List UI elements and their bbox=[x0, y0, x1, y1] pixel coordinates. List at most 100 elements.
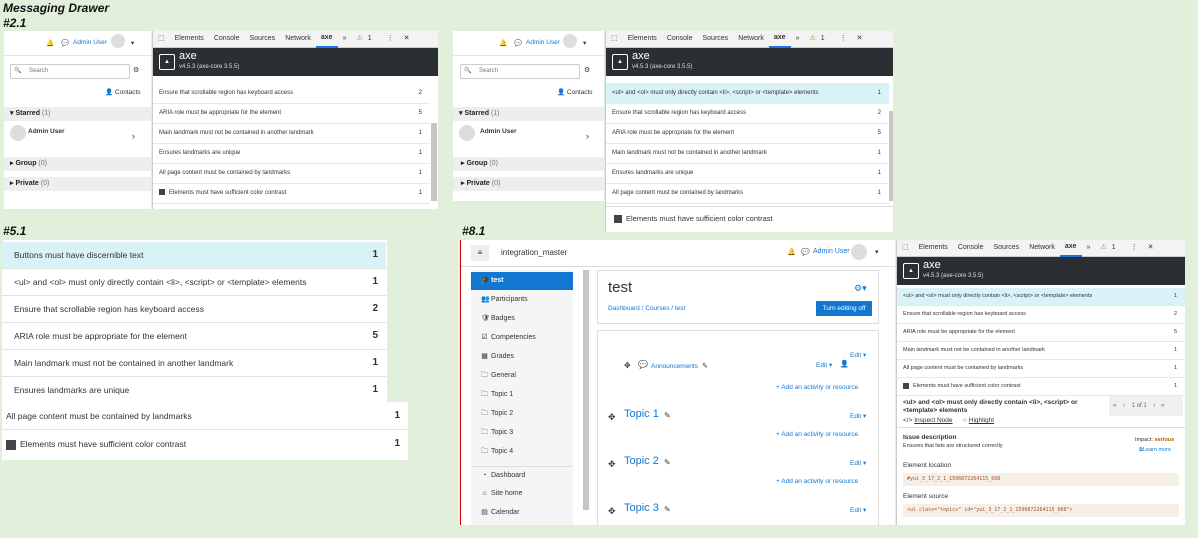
issue-row[interactable]: ARIA role must be appropriate for the el… bbox=[153, 103, 430, 124]
issue-row[interactable]: Elements must have sufficient color cont… bbox=[153, 183, 430, 204]
add-activity-link[interactable]: + Add an activity or resource bbox=[776, 384, 859, 391]
nav-item-topic-4[interactable]: 🗀 Topic 4 bbox=[471, 443, 573, 461]
issue-row[interactable]: Main landmark must not be contained in a… bbox=[153, 123, 430, 144]
pencil-icon[interactable]: ✎ bbox=[664, 505, 671, 514]
nav-item-participants[interactable]: 👥Participants bbox=[471, 291, 573, 309]
issue-row[interactable]: ARIA role must be appropriate for the el… bbox=[606, 123, 889, 144]
scrollbar[interactable] bbox=[431, 123, 437, 201]
topic-title[interactable]: Topic 2 bbox=[624, 455, 659, 467]
tab-network[interactable]: Network bbox=[738, 35, 764, 42]
nav-item-calendar[interactable]: ▤ Calendar bbox=[471, 504, 573, 522]
tab-console[interactable]: Console bbox=[213, 35, 240, 42]
menu-icon[interactable]: ≡ bbox=[471, 245, 489, 261]
edit-menu[interactable]: Edit ▾ bbox=[816, 362, 833, 369]
close-icon[interactable]: ✕ bbox=[1147, 244, 1154, 251]
nav-item-dashboard[interactable]: ◔ Dashboard bbox=[471, 466, 573, 484]
user-name[interactable]: Admin User bbox=[73, 39, 107, 46]
nav-item-site-home[interactable]: ⌂ Site home bbox=[471, 485, 573, 503]
issue-row[interactable]: All page content must be contained by la… bbox=[2, 403, 408, 430]
prev-page-icon[interactable]: ‹ bbox=[1123, 403, 1126, 409]
tab-elements[interactable]: Elements bbox=[918, 244, 948, 251]
issue-row[interactable]: Ensure that scrollable region has keyboa… bbox=[2, 296, 386, 323]
bell-icon[interactable]: 🔔 bbox=[46, 40, 55, 47]
close-icon[interactable]: ✕ bbox=[403, 35, 410, 42]
nav-item-course[interactable]: 🎓test bbox=[471, 272, 573, 290]
chevron-right-icon[interactable]: › bbox=[586, 131, 589, 141]
move-icon[interactable]: ✥ bbox=[608, 412, 616, 422]
starred-user[interactable]: Admin User bbox=[480, 128, 517, 135]
tab-console[interactable]: Console bbox=[957, 244, 984, 251]
next-page-icon[interactable]: › bbox=[1153, 403, 1156, 409]
issue-row[interactable]: Ensure that scrollable region has keyboa… bbox=[606, 103, 889, 124]
move-icon[interactable]: ✥ bbox=[608, 506, 616, 516]
private-section[interactable]: ▸ Private (0) bbox=[453, 177, 604, 191]
person-icon[interactable]: 👤 bbox=[840, 361, 849, 368]
tab-axe[interactable]: axe bbox=[315, 30, 338, 48]
nav-item-topic-2[interactable]: 🗀 Topic 2 bbox=[471, 405, 573, 423]
cursor-icon[interactable]: ⬚ bbox=[158, 35, 165, 42]
warning-badge[interactable]: ⚠ 1 bbox=[1100, 244, 1116, 251]
pencil-icon[interactable]: ✎ bbox=[664, 458, 671, 467]
issue-row[interactable]: Main landmark must not be contained in a… bbox=[2, 350, 386, 377]
issue-row[interactable]: ARIA role must be appropriate for the el… bbox=[2, 323, 386, 350]
warning-badge[interactable]: ⚠ 1 bbox=[356, 35, 372, 42]
breadcrumb-courses[interactable]: Courses bbox=[645, 305, 670, 312]
issue-row[interactable]: Ensures landmarks are unique 1 bbox=[153, 143, 430, 164]
tab-axe[interactable]: axe bbox=[1059, 239, 1082, 257]
starred-section[interactable]: ▾ Starred (1) bbox=[453, 107, 604, 121]
breadcrumb-dashboard[interactable]: Dashboard bbox=[608, 305, 640, 312]
starred-section[interactable]: ▾ Starred (1) bbox=[4, 107, 151, 121]
edit-menu[interactable]: Edit ▾ bbox=[850, 352, 867, 359]
first-page-icon[interactable]: « bbox=[1113, 403, 1117, 409]
inspect-node-link[interactable]: </> Inspect Node bbox=[903, 417, 953, 424]
issue-row[interactable]: Elements must have sufficient color cont… bbox=[897, 377, 1185, 396]
issue-row[interactable]: Ensures landmarks are unique 1 bbox=[2, 377, 386, 404]
search-input[interactable]: 🔍 Search bbox=[10, 64, 130, 79]
nav-item-topic-1[interactable]: 🗀 Topic 1 bbox=[471, 386, 573, 404]
cursor-icon[interactable]: ⬚ bbox=[611, 35, 618, 42]
avatar[interactable] bbox=[851, 244, 867, 260]
issue-row[interactable]: ARIA role must be appropriate for the el… bbox=[897, 323, 1185, 342]
nav-item-topic-3[interactable]: 🗀 Topic 3 bbox=[471, 424, 573, 442]
tab-sources[interactable]: Sources bbox=[993, 244, 1020, 251]
avatar[interactable] bbox=[563, 34, 577, 48]
contrast-row[interactable]: Elements must have sufficient color cont… bbox=[606, 206, 893, 230]
starred-user[interactable]: Admin User bbox=[28, 128, 65, 135]
tab-network[interactable]: Network bbox=[1029, 244, 1055, 251]
user-name[interactable]: Admin User bbox=[526, 39, 560, 46]
turn-editing-off-button[interactable]: Turn editing off bbox=[816, 301, 872, 316]
bell-icon[interactable]: 🔔 bbox=[499, 40, 508, 47]
chevron-down-icon[interactable]: ▾ bbox=[875, 249, 879, 256]
edit-menu[interactable]: Edit ▾ bbox=[850, 413, 867, 420]
add-activity-link[interactable]: + Add an activity or resource bbox=[776, 431, 859, 438]
edit-menu[interactable]: Edit ▾ bbox=[850, 507, 867, 514]
nav-item-general[interactable]: 🗀 General bbox=[471, 367, 573, 385]
tab-sources[interactable]: Sources bbox=[702, 35, 729, 42]
issue-row[interactable]: Ensures landmarks are unique 1 bbox=[606, 163, 889, 184]
scrollbar[interactable] bbox=[889, 111, 893, 201]
gear-icon[interactable]: ⚙ bbox=[584, 67, 591, 74]
last-page-icon[interactable]: » bbox=[1161, 403, 1165, 409]
chat-icon[interactable]: 💬 bbox=[801, 249, 810, 256]
chevron-down-icon[interactable]: ▾ bbox=[583, 40, 587, 47]
user-name[interactable]: Admin User bbox=[813, 248, 850, 255]
pencil-icon[interactable]: ✎ bbox=[664, 411, 671, 420]
nav-item-grades[interactable]: ▦ Grades bbox=[471, 348, 573, 366]
group-section[interactable]: ▸ Group (0) bbox=[453, 157, 604, 171]
issue-row[interactable]: <ul> and <ol> must only directly contain… bbox=[897, 288, 1185, 306]
issue-row[interactable]: All page content must be contained by la… bbox=[897, 359, 1185, 378]
add-activity-link[interactable]: + Add an activity or resource bbox=[776, 478, 859, 485]
contacts-link[interactable]: 👤 Contacts bbox=[105, 89, 141, 96]
issue-row[interactable]: <ul> and <ol> must only directly contain… bbox=[606, 83, 889, 104]
chevron-right-icon[interactable]: › bbox=[132, 131, 135, 141]
tab-elements[interactable]: Elements bbox=[174, 35, 204, 42]
pencil-icon[interactable]: ✎ bbox=[702, 363, 708, 370]
issue-row[interactable]: Buttons must have discernible text 1 bbox=[2, 242, 386, 269]
issue-row[interactable]: All page content must be contained by la… bbox=[606, 183, 889, 204]
issue-row[interactable]: All page content must be contained by la… bbox=[153, 163, 430, 184]
kebab-icon[interactable]: ⋮ bbox=[839, 35, 847, 42]
learn-more-link[interactable]: ⧉Learn more bbox=[1139, 447, 1172, 453]
topic-title[interactable]: Topic 3 bbox=[624, 502, 659, 514]
issue-row[interactable]: Ensure that scrollable region has keyboa… bbox=[153, 83, 430, 104]
close-icon[interactable]: ✕ bbox=[856, 35, 863, 42]
